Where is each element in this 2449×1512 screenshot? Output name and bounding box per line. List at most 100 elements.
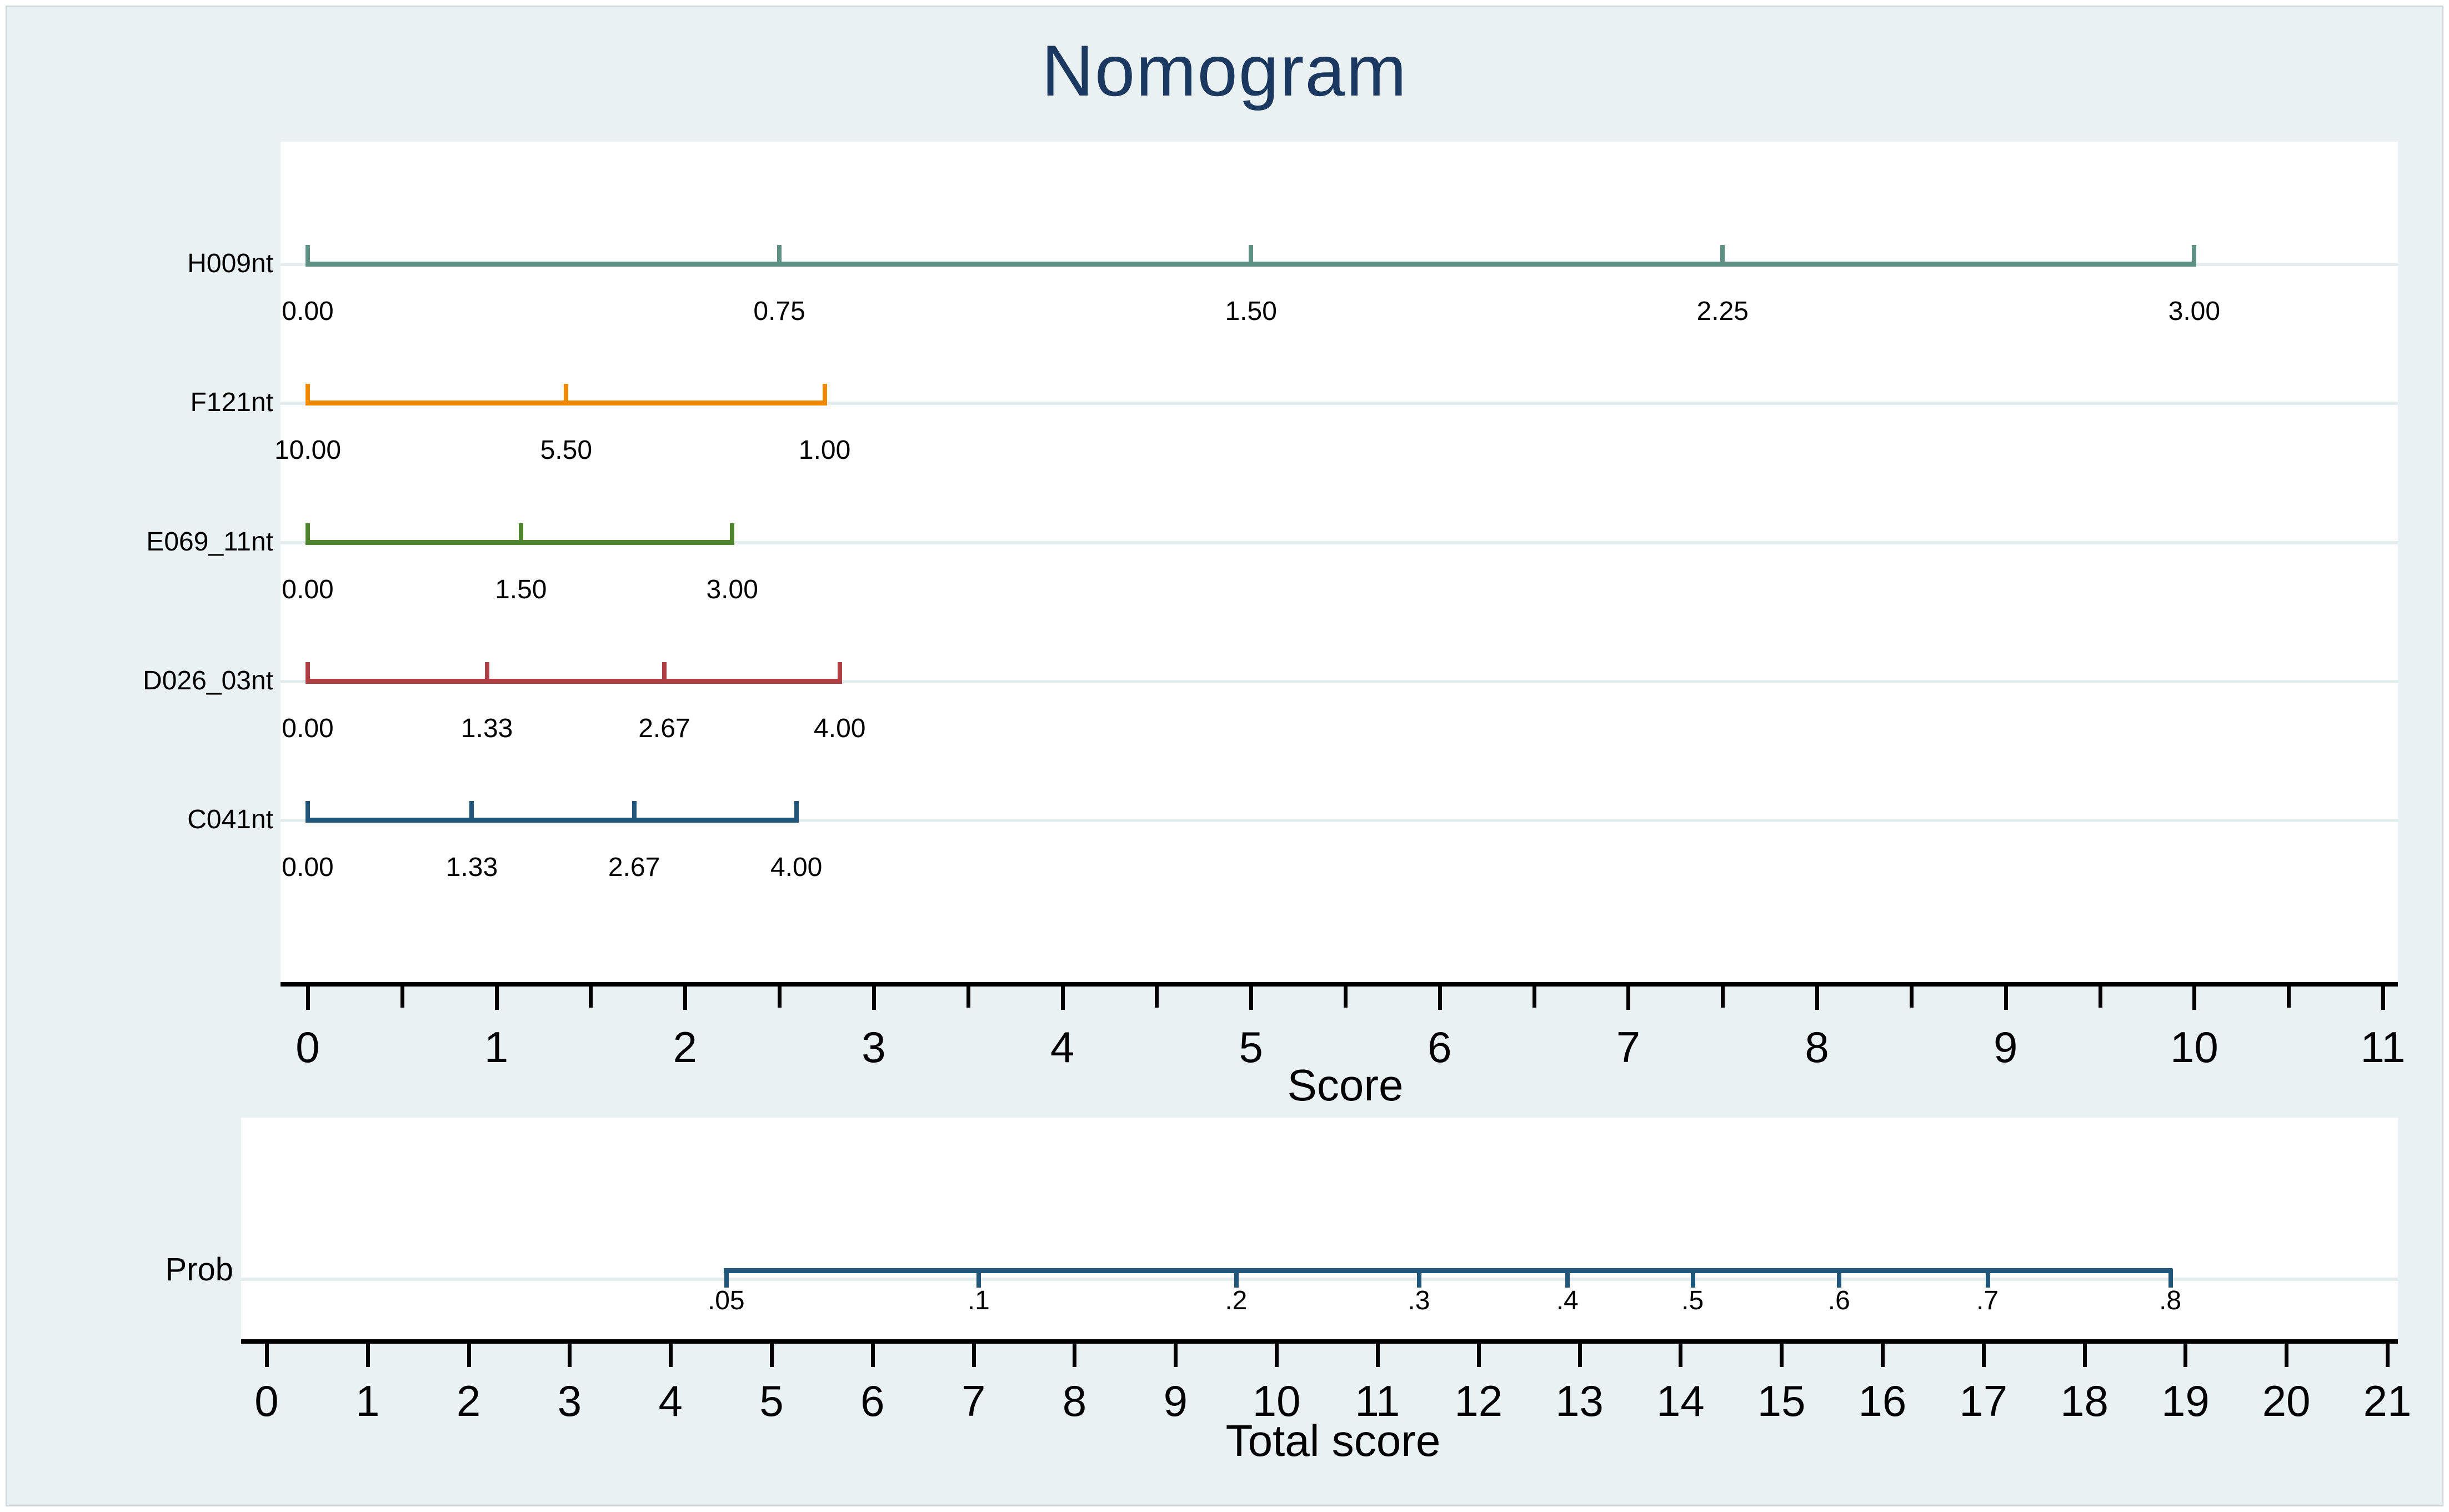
total-score-axis-tick: [1174, 1344, 1178, 1367]
score-axis-minor-tick: [2287, 987, 2291, 1008]
score-axis-tick-label: 2: [673, 1023, 697, 1072]
row-label-E069_11nt: E069_11nt: [146, 527, 273, 557]
total-score-axis-tick-label: 4: [658, 1376, 683, 1425]
total-score-axis-tick: [1679, 1344, 1683, 1367]
row-gridline: [281, 819, 2398, 822]
total-score-axis-tick: [365, 1344, 370, 1367]
prob-tick-label: .5: [1681, 1286, 1704, 1315]
row-tick: [632, 801, 637, 820]
total-score-axis-tick: [2285, 1344, 2289, 1367]
row-tick-label: 1.50: [495, 575, 547, 604]
row-tick: [662, 662, 667, 681]
prob-tick-label: .4: [1556, 1286, 1579, 1315]
total-score-axis-tick: [770, 1344, 774, 1367]
score-axis-line: [281, 982, 2398, 987]
prob-tick-label: .1: [967, 1286, 990, 1315]
score-axis-tick-label: 9: [1994, 1023, 2018, 1072]
prob-tick: [1234, 1269, 1239, 1288]
row-tick: [822, 384, 827, 403]
score-axis-tick-label: 10: [2170, 1023, 2218, 1072]
prob-tick: [724, 1269, 729, 1288]
row-line-F121nt: [306, 400, 827, 405]
row-gridline: [281, 680, 2398, 683]
row-tick-label: 1.33: [460, 714, 513, 743]
total-score-axis-tick-label: 5: [759, 1376, 784, 1425]
total-score-axis-tick-label: 21: [2363, 1376, 2412, 1425]
row-tick-label: 1.00: [798, 435, 851, 465]
total-score-axis-tick-label: 3: [557, 1376, 582, 1425]
score-axis-minor-tick: [966, 987, 970, 1008]
score-axis-minor-tick: [1721, 987, 1725, 1008]
score-axis-tick-label: 6: [1428, 1023, 1452, 1072]
total-score-axis-tick-label: 8: [1062, 1376, 1087, 1425]
row-tick: [306, 245, 310, 264]
row-tick: [1249, 245, 1254, 264]
score-axis-tick: [1249, 987, 1254, 1010]
total-score-axis-line: [241, 1339, 2398, 1344]
row-tick: [564, 384, 569, 403]
row-line-C041nt: [306, 818, 799, 823]
score-axis-tick: [1626, 987, 1631, 1010]
row-tick-label: 2.67: [608, 853, 660, 882]
score-axis-tick-label: 11: [2360, 1023, 2406, 1072]
row-tick-label: 1.50: [1225, 297, 1277, 326]
row-tick-label: 0.75: [753, 297, 805, 326]
total-score-axis-tick: [1073, 1344, 1077, 1367]
total-score-axis-tick: [669, 1344, 673, 1367]
prob-tick-label: .3: [1408, 1286, 1430, 1315]
row-tick: [837, 662, 842, 681]
total-score-axis-tick-label: 7: [961, 1376, 986, 1425]
row-tick: [484, 662, 489, 681]
prob-row-label: Prob: [165, 1251, 233, 1288]
total-score-axis-tick: [568, 1344, 572, 1367]
score-axis-tick: [1438, 987, 1442, 1010]
total-score-axis-tick: [1275, 1344, 1279, 1367]
row-tick-label: 1.33: [445, 853, 498, 882]
score-axis-tick-label: 7: [1616, 1023, 1641, 1072]
prob-tick-label: .8: [2159, 1286, 2182, 1315]
row-tick: [730, 523, 735, 542]
total-score-axis-tick: [1577, 1344, 1582, 1367]
score-axis-tick: [306, 987, 310, 1010]
row-label-C041nt: C041nt: [187, 805, 273, 834]
row-tick: [306, 662, 310, 681]
row-tick-label: 4.00: [770, 853, 823, 882]
score-axis-tick: [872, 987, 876, 1010]
row-tick-label: 0.00: [282, 297, 334, 326]
prob-line: [724, 1268, 2173, 1273]
row-tick-label: 0.00: [282, 853, 334, 882]
row-tick: [1720, 245, 1725, 264]
total-score-axis-title: Total score: [1225, 1416, 1441, 1465]
prob-tick: [1416, 1269, 1421, 1288]
row-gridline: [281, 541, 2398, 544]
total-score-axis-tick-label: 13: [1555, 1376, 1604, 1425]
row-tick-label: 5.50: [540, 435, 593, 465]
predictor-panel: [281, 142, 2398, 982]
score-axis-tick: [1815, 987, 1820, 1010]
score-axis-tick: [683, 987, 688, 1010]
row-tick: [469, 801, 474, 820]
total-score-axis-tick: [467, 1344, 471, 1367]
score-axis-tick: [494, 987, 499, 1010]
row-line-D026_03nt: [306, 679, 842, 684]
prob-tick-label: .2: [1225, 1286, 1248, 1315]
total-score-axis-tick: [870, 1344, 875, 1367]
score-axis-minor-tick: [778, 987, 782, 1008]
total-score-axis-tick-label: 14: [1656, 1376, 1705, 1425]
row-tick-label: 3.00: [706, 575, 758, 604]
total-score-axis-tick: [1981, 1344, 1986, 1367]
score-axis-tick-label: 4: [1050, 1023, 1075, 1072]
total-score-axis-tick: [265, 1344, 269, 1367]
prob-gridline: [241, 1278, 2398, 1281]
row-tick-label: 2.25: [1696, 297, 1749, 326]
score-axis-tick: [2381, 987, 2385, 1010]
score-axis-tick-label: 3: [862, 1023, 886, 1072]
row-line-E069_11nt: [306, 540, 735, 545]
score-axis-minor-tick: [2098, 987, 2102, 1008]
score-axis-minor-tick: [400, 987, 404, 1008]
row-tick: [306, 384, 310, 403]
prob-tick-label: .6: [1827, 1286, 1850, 1315]
row-tick: [306, 523, 310, 542]
row-label-F121nt: F121nt: [190, 388, 273, 417]
